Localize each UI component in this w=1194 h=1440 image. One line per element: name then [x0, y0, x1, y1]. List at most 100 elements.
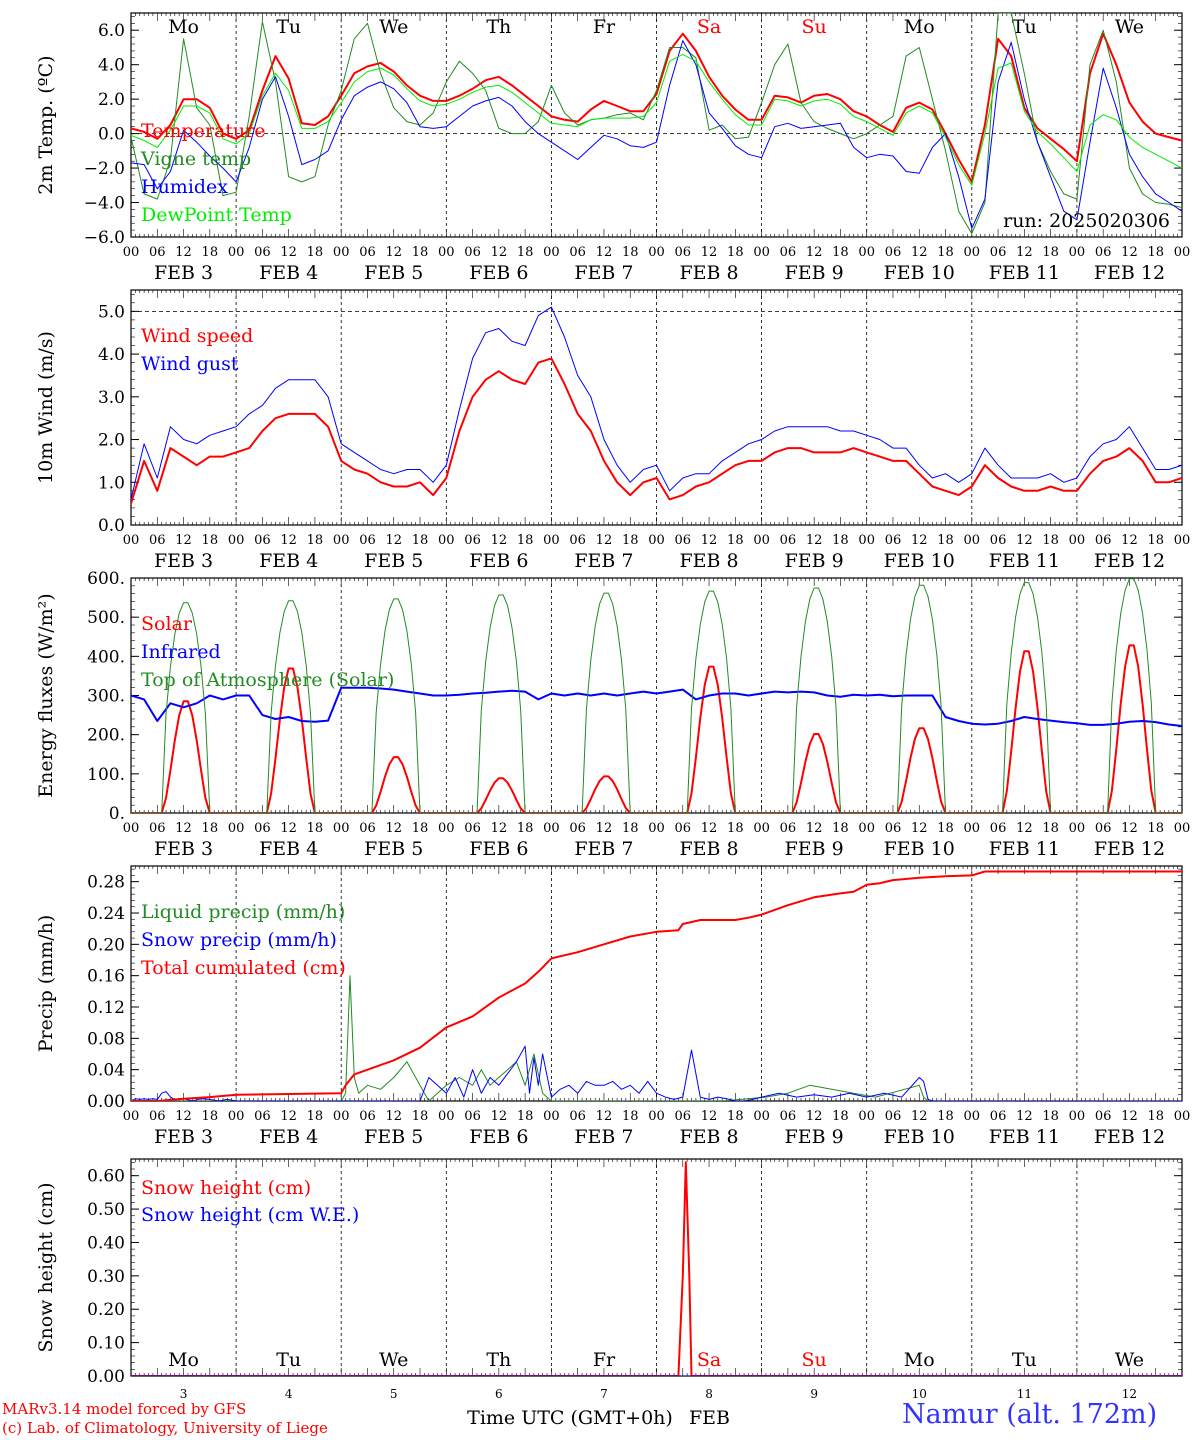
hour-tick-label: 18	[622, 533, 639, 548]
legend-series-humidex: Humidex	[141, 176, 228, 198]
hour-tick-label: 00	[753, 1109, 770, 1124]
day-number-label: 9	[810, 1387, 818, 1401]
y-axis-label: Precip (mm/h)	[35, 915, 57, 1053]
hour-tick-label: 00	[438, 245, 455, 260]
hour-tick-label: 00	[753, 821, 770, 836]
hour-tick-label: 18	[517, 533, 534, 548]
day-label: Su	[802, 16, 827, 38]
y-axis-label: Snow height (cm)	[35, 1182, 57, 1352]
day-label: Sa	[697, 1349, 721, 1371]
y-tick-label: 400.	[87, 647, 125, 667]
hour-tick-label: 00	[228, 533, 245, 548]
panel-5: 0.60 0.50 0.40 0.30 0.20 0.10 0.00 Snow height …	[35, 1158, 1183, 1429]
hour-tick-label: 00	[438, 821, 455, 836]
date-label: FEB 7	[574, 1126, 633, 1148]
day-label: Su	[802, 1349, 827, 1371]
hour-tick-label: 12	[491, 245, 508, 260]
hour-tick-label: 00	[438, 533, 455, 548]
hour-tick-label: 06	[149, 1109, 166, 1124]
hour-tick-label: 06	[569, 1109, 586, 1124]
hour-tick-label: 12	[175, 533, 192, 548]
date-label: FEB 6	[469, 1126, 528, 1148]
y-axis-label: 10m Wind (m/s)	[35, 331, 57, 484]
hour-tick-label: 00	[333, 821, 350, 836]
hour-tick-label: 12	[1121, 245, 1138, 260]
hour-tick-label: 00	[543, 1109, 560, 1124]
hour-tick-label: 06	[464, 533, 481, 548]
hour-tick-label: 18	[517, 821, 534, 836]
date-label: FEB 5	[364, 550, 423, 572]
hour-tick-label: 12	[280, 245, 297, 260]
y-tick-label: 300.	[87, 687, 125, 707]
hour-tick-label: 18	[832, 821, 849, 836]
date-label: FEB 4	[259, 1126, 318, 1148]
hour-tick-label: 06	[359, 533, 376, 548]
y-tick-label: −2.0	[84, 159, 125, 179]
hour-tick-label: 12	[280, 1109, 297, 1124]
day-number-label: 11	[1017, 1387, 1032, 1401]
date-label: FEB 3	[154, 1126, 213, 1148]
date-label: FEB 10	[884, 838, 955, 860]
hour-tick-label: 12	[385, 245, 402, 260]
hour-tick-label: 18	[412, 245, 429, 260]
hour-tick-label: 12	[175, 1109, 192, 1124]
legend-series-snow-precip-mm-h: Snow precip (mm/h)	[141, 929, 337, 951]
hour-tick-label: 18	[622, 245, 639, 260]
hour-tick-label: 00	[858, 821, 875, 836]
hour-tick-label: 00	[964, 1109, 981, 1124]
hour-tick-label: 18	[307, 533, 324, 548]
hour-tick-label: 12	[701, 245, 718, 260]
hour-tick-label: 12	[385, 533, 402, 548]
date-label: FEB 12	[1094, 838, 1165, 860]
hour-tick-label: 00	[964, 245, 981, 260]
hour-tick-label: 06	[675, 245, 692, 260]
day-label: Mo	[904, 1349, 935, 1371]
hour-tick-label: 12	[806, 1109, 823, 1124]
hour-tick-label: 00	[964, 821, 981, 836]
hour-tick-label: 18	[307, 821, 324, 836]
hour-tick-label: 06	[359, 1109, 376, 1124]
date-label: FEB 6	[469, 550, 528, 572]
day-label: We	[379, 1349, 408, 1371]
hour-tick-label: 12	[491, 533, 508, 548]
hour-tick-label: 00	[1174, 1109, 1191, 1124]
hour-tick-label: 18	[202, 821, 219, 836]
y-tick-label: 0.0	[98, 516, 125, 536]
date-label: FEB 7	[574, 262, 633, 284]
hour-tick-label: 12	[280, 533, 297, 548]
hour-tick-label: 00	[648, 533, 665, 548]
hour-tick-label: 00	[1069, 533, 1086, 548]
hour-tick-label: 06	[254, 245, 271, 260]
y-tick-label: 4.0	[98, 345, 125, 365]
panel-3: 600. 500. 400. 300. 200. 100. 0. Energy fluxes …	[35, 569, 1190, 860]
x-axis-label: Time UTC (GMT+0h)	[467, 1407, 673, 1429]
hour-tick-label: 00	[333, 245, 350, 260]
series-vigne-temp	[131, 13, 1182, 235]
hour-tick-label: 06	[254, 533, 271, 548]
hour-tick-label: 18	[832, 245, 849, 260]
series-top-of-atmosphere-solar	[131, 578, 1182, 813]
hour-tick-label: 00	[753, 245, 770, 260]
y-tick-label: 0.04	[87, 1061, 125, 1081]
hour-tick-label: 06	[990, 821, 1007, 836]
hour-tick-label: 00	[1174, 245, 1191, 260]
hour-tick-label: 12	[1121, 533, 1138, 548]
hour-tick-label: 12	[1016, 245, 1033, 260]
y-tick-label: 0.08	[87, 1029, 125, 1049]
date-label: FEB 12	[1094, 1126, 1165, 1148]
hour-tick-label: 12	[175, 821, 192, 836]
hour-tick-label: 06	[675, 533, 692, 548]
series-group	[131, 578, 1182, 813]
hour-tick-label: 12	[701, 533, 718, 548]
month-label: FEB	[689, 1407, 730, 1429]
hour-tick-label: 06	[780, 1109, 797, 1124]
hour-tick-label: 12	[491, 821, 508, 836]
hour-tick-label: 12	[385, 1109, 402, 1124]
hour-tick-label: 06	[464, 245, 481, 260]
series-liquid-precip-mm-h	[131, 975, 1182, 1101]
hour-tick-label: 00	[1069, 821, 1086, 836]
hour-tick-label: 00	[858, 533, 875, 548]
hour-tick-label: 00	[1069, 245, 1086, 260]
legend-series-top-of-atmosphere-solar: Top of Atmosphere (Solar)	[141, 669, 394, 691]
